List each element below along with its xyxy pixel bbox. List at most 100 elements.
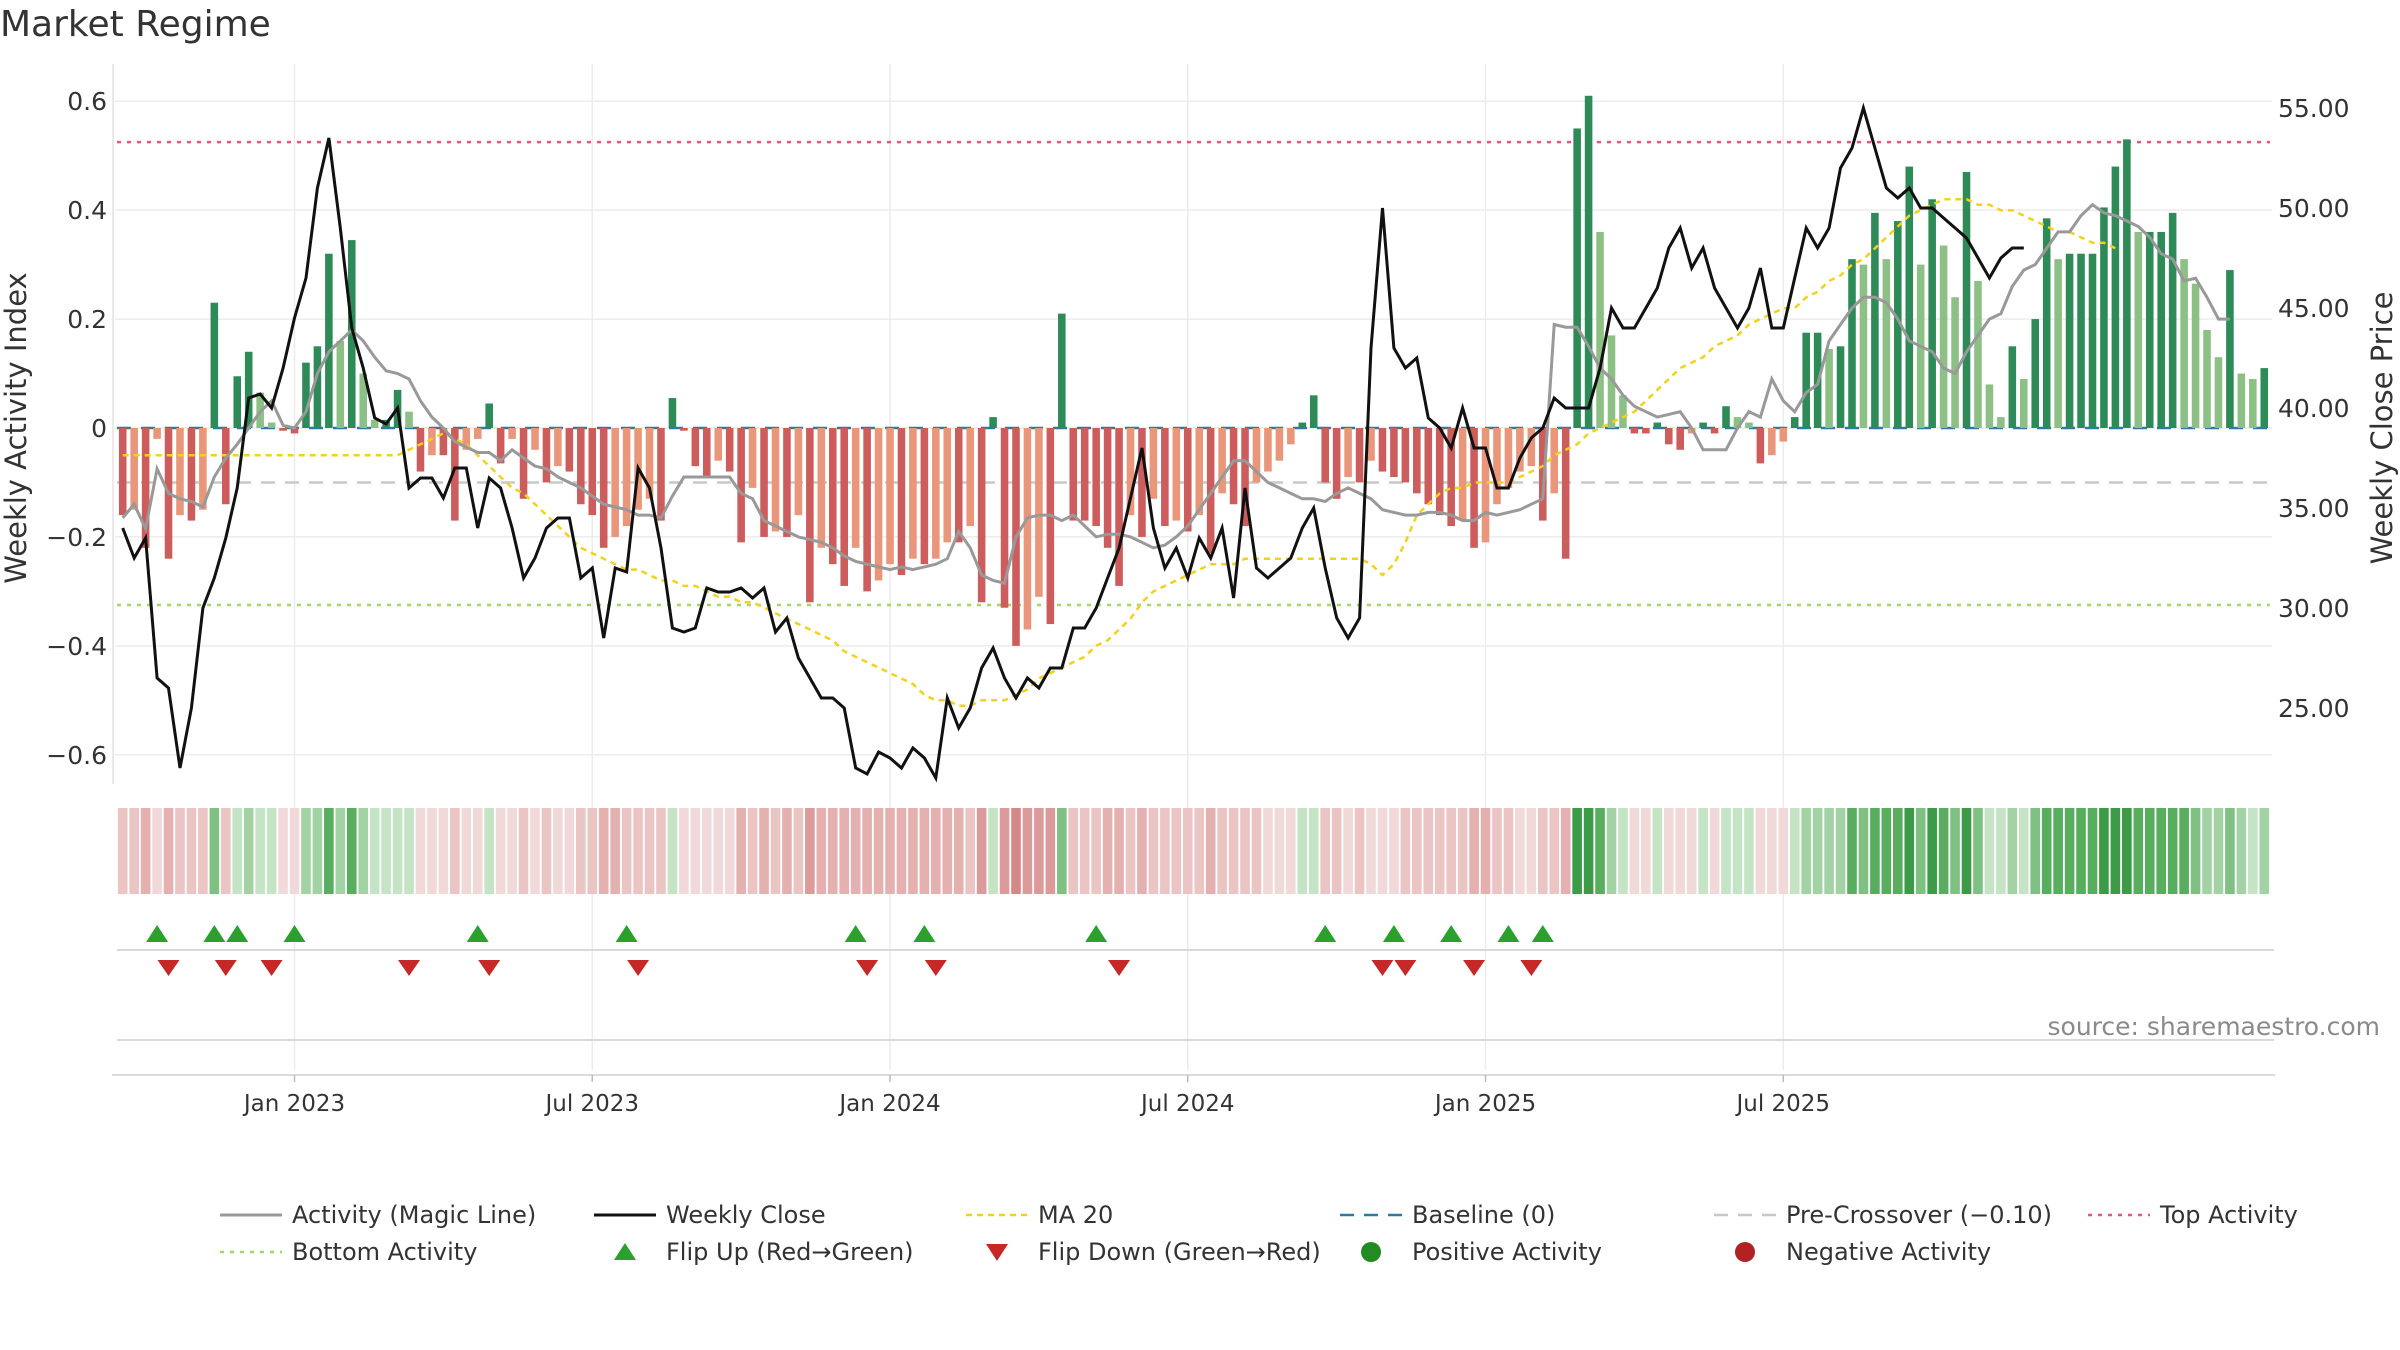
strip-cell xyxy=(953,808,964,894)
activity-bar xyxy=(1768,428,1776,456)
strip-cell xyxy=(2099,808,2109,894)
strip-cell xyxy=(793,808,804,894)
activity-bar xyxy=(2237,373,2246,428)
strip-cell xyxy=(850,808,861,894)
strip-cell xyxy=(1744,808,1754,894)
strip-cell xyxy=(2202,808,2212,894)
flip-up-marker xyxy=(146,925,169,942)
activity-bar xyxy=(565,428,574,472)
activity-bar xyxy=(176,428,184,516)
strip-cell xyxy=(1904,808,1915,894)
activity-bar xyxy=(1287,428,1295,445)
strip-cell xyxy=(2167,808,2178,894)
activity-bar xyxy=(1435,428,1444,516)
activity-bar xyxy=(1504,428,1513,488)
activity-bar xyxy=(325,253,333,428)
strip-cell xyxy=(2156,808,2167,894)
activity-bar xyxy=(1710,428,1719,434)
activity-bar xyxy=(473,428,482,439)
strip-cell xyxy=(1045,808,1056,894)
flip-up-marker xyxy=(1314,925,1337,942)
strip-cell xyxy=(312,808,323,894)
strip-cell xyxy=(1755,808,1766,894)
strip-cell xyxy=(1102,808,1113,894)
strip-cell xyxy=(1034,808,1044,894)
activity-bar xyxy=(1573,128,1581,428)
legend-label: Negative Activity xyxy=(1786,1238,1992,1266)
legend-item: MA 20 xyxy=(964,1196,1113,1234)
strip-cell xyxy=(335,808,346,894)
activity-bar xyxy=(1653,422,1662,428)
flip-up-marker xyxy=(283,925,306,942)
strip-cell xyxy=(358,808,369,894)
activity-bar xyxy=(2065,253,2074,428)
activity-bar xyxy=(932,428,940,559)
activity-bar xyxy=(1390,428,1398,478)
left-tick-label: −0.4 xyxy=(46,632,107,661)
activity-bar xyxy=(210,302,219,428)
activity-bar xyxy=(828,428,837,565)
flip-up-icon xyxy=(592,1233,658,1271)
activity-bar xyxy=(279,428,287,431)
strip-cell xyxy=(2018,808,2029,894)
strip-cell xyxy=(1366,808,1376,894)
activity-bar xyxy=(977,428,986,603)
activity-bar xyxy=(1241,428,1249,527)
activity-bar xyxy=(370,419,379,428)
activity-bar xyxy=(1561,428,1570,559)
strip-cell xyxy=(1675,808,1686,894)
x-tick-label: Jan 2023 xyxy=(242,1091,345,1117)
strip-cell xyxy=(1457,808,1468,894)
strip-cell xyxy=(209,808,220,894)
strip-cell xyxy=(2053,808,2063,894)
strip-cell xyxy=(198,808,208,894)
flip-up-marker xyxy=(203,925,226,942)
legend-item: Baseline (0) xyxy=(1338,1196,1555,1234)
strip-cell xyxy=(1148,808,1159,894)
flip-down-marker xyxy=(1371,960,1394,976)
activity-bar xyxy=(2031,319,2040,428)
strip-cell xyxy=(667,808,678,894)
activity-bar xyxy=(1894,221,1902,428)
flip-down-marker xyxy=(627,960,650,976)
left-tick-label: −0.6 xyxy=(46,741,107,770)
strip-cell xyxy=(724,808,735,894)
activity-bar xyxy=(1355,428,1364,483)
strip-cell xyxy=(1629,808,1640,894)
activity-bar xyxy=(290,428,299,434)
activity-bar xyxy=(1138,428,1146,537)
strip-cell xyxy=(1537,808,1548,894)
right-tick-label: 35.00 xyxy=(2278,494,2350,523)
flip-down-icon xyxy=(964,1233,1030,1271)
activity-bar xyxy=(1642,428,1650,434)
strip-cell xyxy=(1652,808,1663,894)
activity-bar xyxy=(1527,428,1536,467)
strip-cell xyxy=(381,808,391,894)
x-tick-label: Jul 2025 xyxy=(1734,1091,1830,1117)
strip-cell xyxy=(1824,808,1834,894)
flip-markers-panel xyxy=(117,925,2274,1041)
strip-cell xyxy=(1698,808,1708,894)
activity-bar xyxy=(1413,428,1421,494)
strip-cell xyxy=(1721,808,1731,894)
legend-item: Activity (Magic Line) xyxy=(218,1196,536,1234)
activity-bar xyxy=(2054,259,2062,428)
strip-cell xyxy=(278,808,288,894)
activity-bar xyxy=(2203,329,2211,428)
activity-bar xyxy=(485,403,493,428)
strip-cell xyxy=(495,808,506,894)
activity-bar xyxy=(874,428,883,581)
activity-bar xyxy=(2249,378,2257,428)
x-tick-label: Jan 2024 xyxy=(837,1091,940,1117)
strip-cell xyxy=(186,808,197,894)
activity-bar xyxy=(1447,428,1455,527)
activity-bar xyxy=(519,428,528,499)
activity-bar xyxy=(1046,428,1055,625)
flip-down-marker xyxy=(398,960,421,976)
left-tick-label: 0.4 xyxy=(67,196,107,225)
flip-up-marker xyxy=(1085,925,1108,942)
strip-cell xyxy=(140,808,151,894)
flip-down-marker xyxy=(924,960,947,976)
flip-up-marker xyxy=(913,925,936,942)
strip-cell xyxy=(2259,808,2270,894)
